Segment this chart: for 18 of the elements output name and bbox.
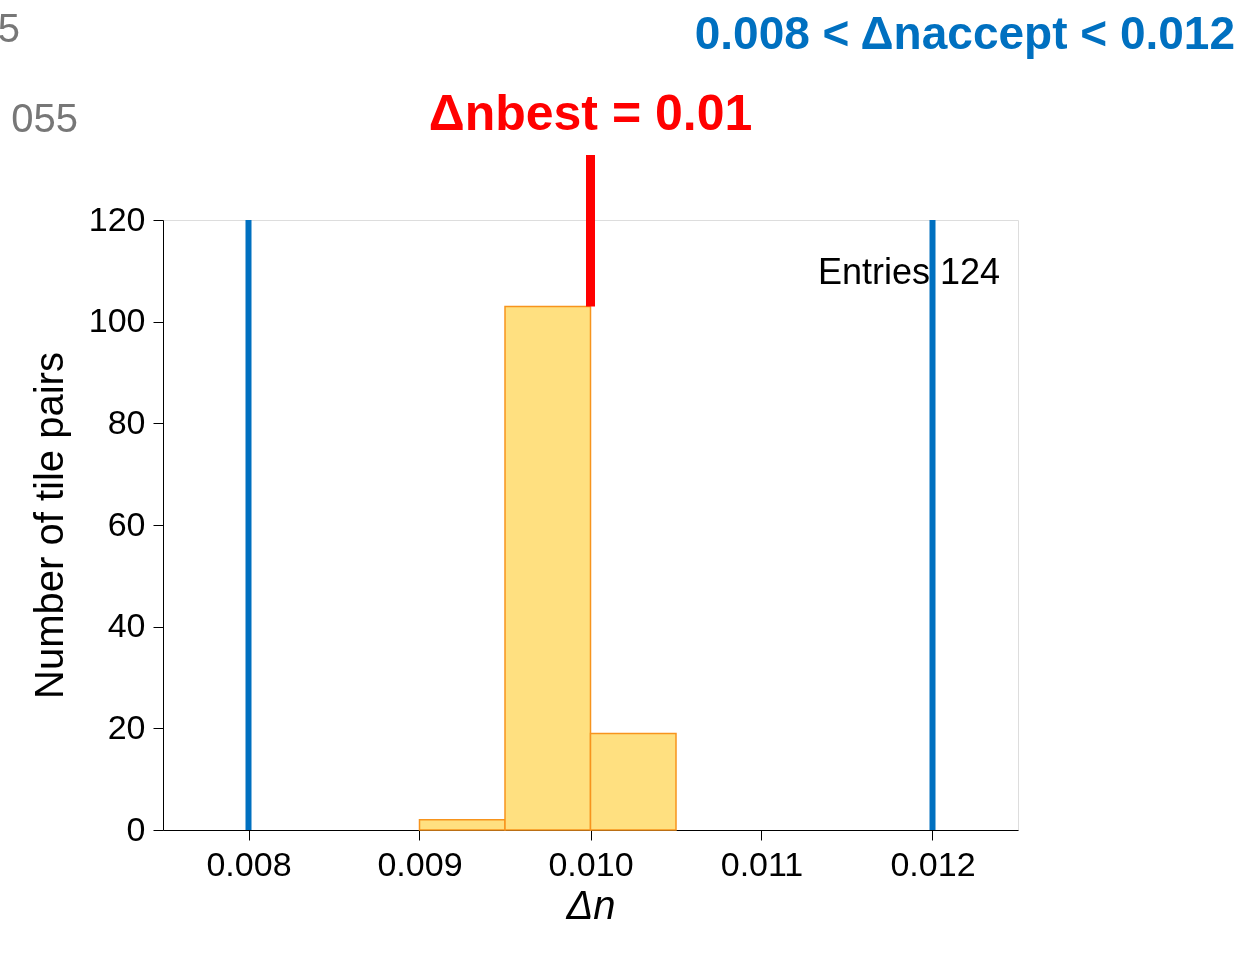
text: 055 [11, 96, 78, 140]
text: 0.008 < Δnaccept < 0.012 [694, 7, 1235, 59]
y-tick-label: 0 [126, 809, 146, 848]
y-tick-label: 100 [88, 301, 146, 340]
x-tick-label: 0.008 [206, 844, 292, 883]
annotation: Entries 124 [817, 251, 1000, 292]
y-tick-label: 20 [107, 707, 146, 746]
x-tick-label: 0.010 [548, 844, 634, 883]
x-axis-title: Δn [565, 882, 616, 927]
y-tick-label: 80 [107, 402, 146, 441]
x-tick-label: 0.012 [890, 844, 976, 883]
y-tick-label: 120 [88, 199, 146, 238]
y-tick-label: 60 [107, 504, 146, 543]
x-tick-label: 0.011 [720, 844, 804, 883]
y-tick-label: 40 [107, 606, 146, 645]
x-tick-label: 0.009 [377, 844, 463, 883]
annotation: Δnbest = 0.01 [428, 85, 753, 141]
y-axis-title: Number of tile pairs [26, 352, 71, 699]
